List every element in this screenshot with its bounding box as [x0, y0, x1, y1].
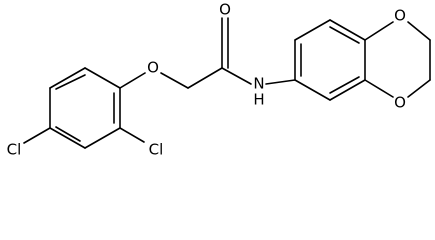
bond: [329, 79, 366, 101]
bond: [329, 19, 366, 41]
bond: [55, 74, 86, 90]
bond: [407, 79, 431, 98]
page: Cl Cl O O N H O O (() => { const data = …: [6, 0, 431, 159]
atom-label: H: [253, 91, 264, 109]
bond: [119, 127, 145, 143]
bond: [84, 127, 121, 149]
atom-label: O: [147, 59, 159, 77]
bond: [119, 72, 146, 89]
bond: [49, 67, 86, 89]
structure: Cl Cl O O N H O O: [7, 1, 431, 159]
bond: [364, 79, 394, 98]
atom-label: Cl: [149, 141, 164, 159]
atom-label: O: [394, 7, 406, 25]
bond: [160, 72, 189, 89]
atom-label: O: [394, 94, 406, 112]
bond: [364, 21, 394, 41]
bond: [221, 67, 252, 85]
atom-label: O: [219, 1, 231, 19]
bond: [187, 67, 223, 89]
atom-label: Cl: [7, 141, 22, 159]
bond: [407, 21, 431, 41]
bond: [55, 126, 81, 142]
bond: [49, 127, 86, 149]
bond: [294, 79, 331, 101]
bond: [294, 19, 331, 41]
bonds: [23, 17, 431, 149]
bond: [329, 26, 360, 44]
bond: [84, 67, 121, 89]
bond: [329, 76, 360, 94]
atom-label: N: [253, 75, 264, 93]
bond: [265, 79, 296, 85]
bond: [23, 127, 51, 144]
